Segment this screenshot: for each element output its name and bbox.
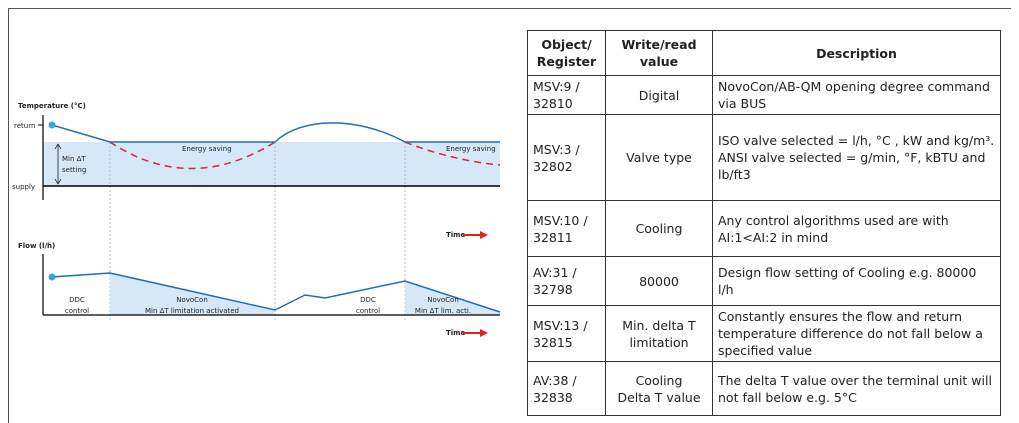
table-cell: Valve type [605, 114, 713, 201]
label: Time [446, 231, 465, 239]
label: Min ΔT [62, 155, 86, 163]
arrowhead [480, 231, 488, 239]
register-table: Object/ Register Write/read value Descript… [527, 30, 1001, 416]
label: NovoCon [176, 296, 208, 304]
band [43, 142, 500, 186]
table-cell: AV:31 / 32798 [527, 256, 606, 306]
table-row: MSV:9 / 32810 Digital NovoCon/AB-QM openin… [527, 75, 1001, 115]
label: Energy saving [182, 145, 232, 153]
flow-band [110, 273, 500, 315]
table-cell: NovoCon/AB-QM opening degree command via… [712, 75, 1001, 115]
table-body: MSV:9 / 32810 Digital NovoCon/AB-QM openin… [527, 75, 1001, 416]
label: DDC [69, 296, 85, 304]
label: NovoCon [427, 296, 459, 304]
diagram: Temperature (°C) return supply Min ΔT se… [12, 102, 501, 337]
label: setting [62, 166, 86, 174]
table-cell: MSV:3 / 32802 [527, 114, 606, 201]
dot [48, 121, 56, 129]
table-cell: Digital [605, 75, 713, 115]
axis-title: Flow (l/h) [18, 242, 55, 250]
table-cell: The delta T value over the terminal unit… [712, 361, 1001, 416]
table-cell: MSV:10 / 32811 [527, 200, 606, 257]
table-row: MSV:13 / 32815 Min. delta T limitation Con… [527, 305, 1001, 362]
label: control [356, 307, 380, 315]
flow-line [51, 272, 501, 313]
label: control [65, 307, 89, 315]
label: supply [12, 183, 35, 191]
table-cell: AV:38 / 32838 [527, 361, 606, 416]
label: Time [446, 329, 465, 337]
header-cell: Object/ Register [527, 30, 606, 76]
label: DDC [360, 296, 376, 304]
frame [8, 8, 1011, 423]
table-row: MSV:10 / 32811 Cooling Any control algorit… [527, 200, 1001, 257]
dot [48, 273, 56, 281]
label: Energy saving [446, 145, 496, 153]
table-cell: Cooling Delta T value [605, 361, 713, 416]
table-cell: Any control algorithms used are with AI:… [712, 200, 1001, 257]
table-cell: MSV:13 / 32815 [527, 305, 606, 362]
label: Min ΔT lim. acti. [415, 307, 471, 315]
axis-title: Temperature (°C) [18, 102, 86, 110]
table-cell: Design flow setting of Cooling e.g. 8000… [712, 256, 1001, 306]
table-cell: MSV:9 / 32810 [527, 75, 606, 115]
table-row: MSV:3 / 32802 Valve type ISO valve selecte… [527, 114, 1001, 201]
table-cell: Min. delta T limitation [605, 305, 713, 362]
label: Min ΔT limitation activated [145, 307, 239, 315]
return-line [51, 122, 500, 143]
return-curve [109, 141, 501, 170]
table-cell: 80000 [605, 256, 713, 306]
arrowhead [480, 329, 488, 337]
header-cell: Write/read value [605, 30, 713, 76]
table-cell: Cooling [605, 200, 713, 257]
table-row: AV:38 / 32838 Cooling Delta T value The de… [527, 361, 1001, 416]
label: return [14, 122, 35, 130]
table-row: AV:31 / 32798 80000 Design flow setting of… [527, 256, 1001, 306]
header-row: Object/ Register Write/read value Descript… [527, 30, 1001, 76]
dt-arrowheads [54, 143, 62, 185]
table-cell: Constantly ensures the flow and return t… [712, 305, 1001, 362]
table-cell: ISO valve selected = l/h, °C , kW and kg… [712, 114, 1001, 201]
header-cell: Description [712, 30, 1001, 76]
